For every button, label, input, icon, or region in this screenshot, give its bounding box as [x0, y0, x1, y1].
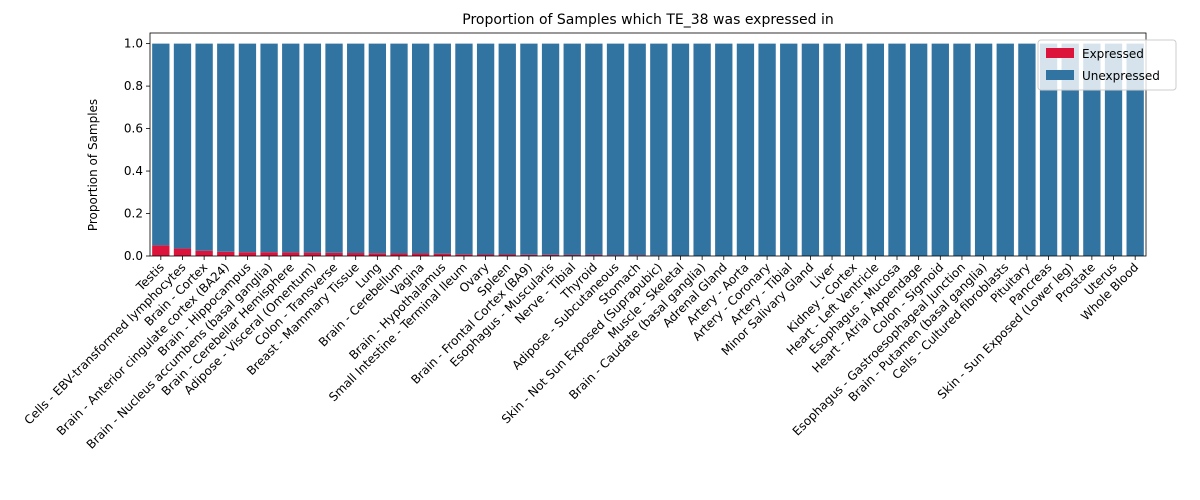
bar-expressed-19: [563, 254, 581, 256]
bar-expressed-1: [173, 248, 192, 256]
bar-unexpressed-6: [282, 43, 300, 253]
bar-unexpressed-31: [823, 43, 841, 256]
bar-expressed-10: [368, 253, 387, 256]
bar-unexpressed-44: [1104, 43, 1123, 256]
y-axis-label: Proportion of Samples: [86, 99, 100, 231]
bar-unexpressed-45: [1126, 43, 1144, 256]
bar-unexpressed-21: [606, 43, 625, 256]
chart-title: Proportion of Samples which TE_38 was ex…: [462, 12, 833, 28]
bar-unexpressed-2: [195, 43, 213, 251]
bar-unexpressed-15: [476, 43, 495, 255]
bar-unexpressed-17: [520, 43, 538, 255]
bar-expressed-8: [325, 252, 343, 256]
bar-unexpressed-38: [974, 43, 993, 256]
bar-expressed-4: [238, 252, 257, 256]
bar-unexpressed-11: [390, 43, 408, 254]
bar-unexpressed-10: [368, 43, 387, 254]
bar-expressed-14: [455, 254, 473, 256]
y-axis: 0.0 0.2 0.4 0.6 0.8 1.0: [124, 37, 150, 263]
bar-expressed-6: [282, 252, 300, 256]
bar-unexpressed-8: [325, 43, 343, 253]
legend-label-expressed: Expressed: [1082, 47, 1144, 61]
bar-expressed-2: [195, 250, 213, 256]
bar-expressed-13: [433, 253, 451, 256]
y-tick-label: 0.2: [124, 207, 143, 221]
bar-unexpressed-16: [498, 43, 516, 255]
bar-unexpressed-43: [1083, 43, 1101, 256]
bar-unexpressed-23: [650, 43, 668, 256]
bar-unexpressed-28: [758, 43, 776, 256]
legend-label-unexpressed: Unexpressed: [1082, 69, 1160, 83]
bar-expressed-20: [585, 254, 603, 256]
y-tick-label: 0.0: [124, 249, 143, 263]
bar-unexpressed-12: [411, 43, 430, 254]
bar-unexpressed-27: [736, 43, 755, 256]
bar-unexpressed-32: [845, 43, 863, 256]
bar-unexpressed-26: [715, 43, 733, 256]
bar-unexpressed-14: [455, 43, 473, 255]
bar-unexpressed-5: [260, 43, 278, 253]
bar-expressed-17: [520, 254, 538, 256]
bar-unexpressed-7: [303, 43, 322, 253]
bar-unexpressed-18: [541, 43, 560, 255]
bar-unexpressed-36: [931, 43, 949, 256]
bar-unexpressed-25: [693, 43, 711, 256]
y-tick-label: 0.8: [124, 79, 143, 93]
legend-swatch-expressed: [1046, 48, 1074, 58]
bar-unexpressed-13: [433, 43, 451, 254]
bar-unexpressed-0: [152, 43, 170, 246]
bar-expressed-15: [476, 254, 495, 256]
bar-expressed-16: [498, 254, 516, 256]
bar-unexpressed-34: [888, 43, 906, 256]
bar-expressed-5: [260, 252, 278, 256]
y-tick-label: 1.0: [124, 37, 143, 51]
bar-expressed-3: [217, 251, 235, 256]
bar-unexpressed-40: [1018, 43, 1036, 256]
bar-unexpressed-22: [628, 43, 646, 256]
bar-expressed-9: [347, 253, 365, 256]
bar-expressed-12: [411, 253, 430, 256]
bars-group: [152, 43, 1144, 256]
y-tick-label: 0.4: [124, 164, 143, 178]
bar-unexpressed-3: [217, 43, 235, 252]
plot-frame: [149, 32, 1147, 257]
bar-expressed-22: [628, 255, 646, 256]
legend-swatch-unexpressed: [1046, 70, 1074, 80]
bar-unexpressed-1: [173, 43, 192, 249]
bar-unexpressed-37: [953, 43, 971, 256]
bar-unexpressed-4: [238, 43, 257, 253]
bar-unexpressed-35: [909, 43, 928, 256]
bar-unexpressed-39: [996, 43, 1014, 256]
y-tick-label: 0.6: [124, 122, 143, 136]
bar-unexpressed-41: [1039, 43, 1058, 256]
bar-unexpressed-42: [1061, 43, 1079, 256]
bar-expressed-7: [303, 252, 322, 256]
bar-expressed-11: [390, 253, 408, 256]
bar-unexpressed-20: [585, 43, 603, 255]
legend: Expressed Unexpressed: [1037, 39, 1177, 91]
bar-unexpressed-30: [801, 43, 820, 256]
bar-unexpressed-9: [347, 43, 365, 254]
bar-expressed-0: [152, 245, 170, 256]
bar-unexpressed-33: [866, 43, 885, 256]
bar-unexpressed-29: [780, 43, 798, 256]
bar-expressed-21: [606, 255, 625, 256]
bar-unexpressed-19: [563, 43, 581, 255]
bar-expressed-18: [541, 254, 560, 256]
bar-unexpressed-24: [671, 43, 690, 256]
